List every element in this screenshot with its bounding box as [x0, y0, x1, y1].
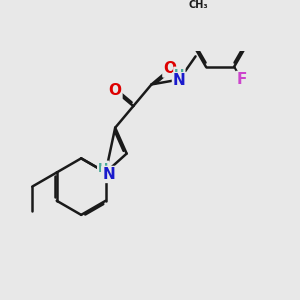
Text: CH₃: CH₃: [189, 0, 208, 10]
Text: F: F: [236, 72, 247, 87]
Text: O: O: [108, 83, 122, 98]
Text: N: N: [102, 167, 115, 182]
Text: H: H: [98, 162, 108, 175]
Text: O: O: [164, 61, 176, 76]
Text: H: H: [174, 68, 184, 81]
Text: N: N: [173, 73, 186, 88]
